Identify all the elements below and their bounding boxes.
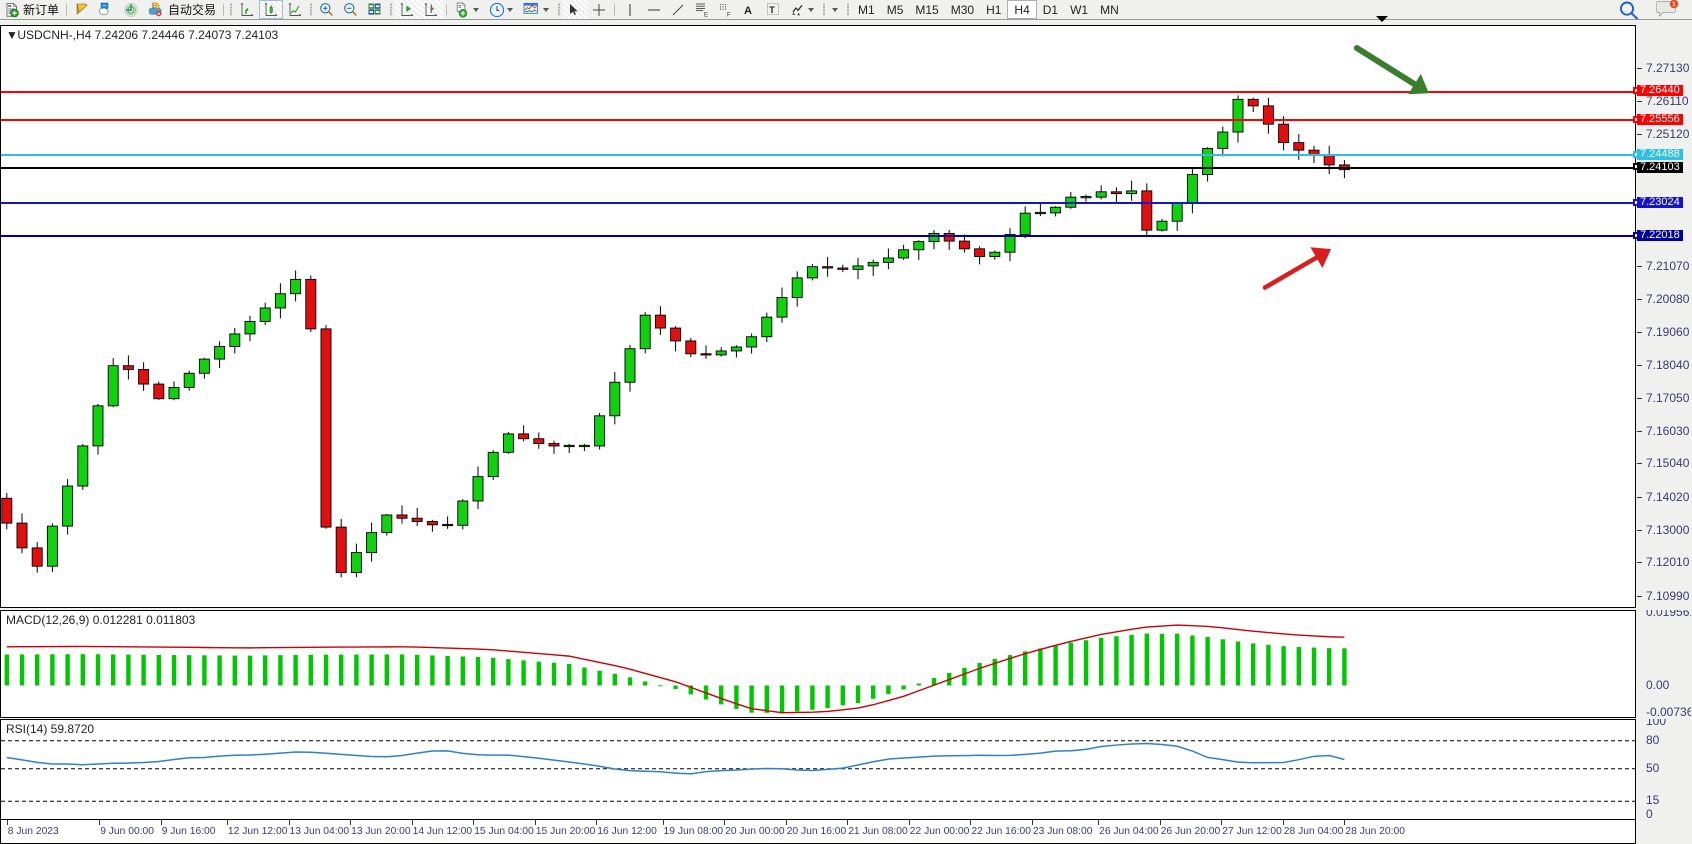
svg-text:E: E: [704, 12, 708, 18]
svg-text:A: A: [744, 5, 752, 17]
svg-text:F: F: [727, 12, 731, 18]
svg-text:T: T: [769, 5, 775, 15]
